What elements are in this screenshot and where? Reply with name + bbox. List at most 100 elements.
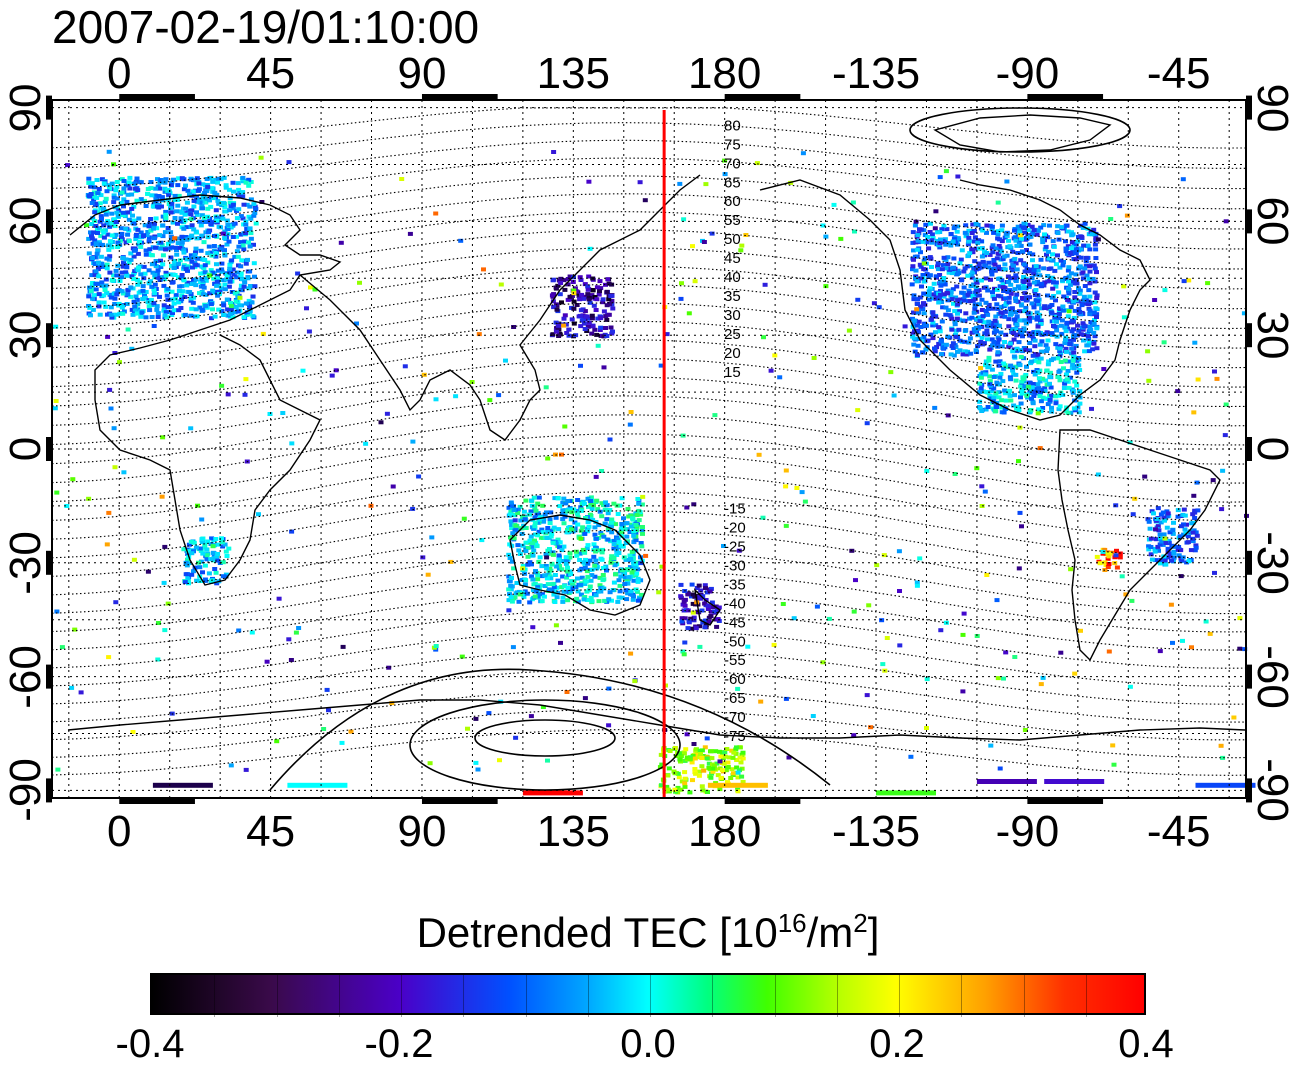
tec-pixel	[539, 592, 545, 597]
tec-pixel	[523, 540, 529, 545]
tec-pixel	[598, 316, 604, 321]
tec-pixel	[183, 183, 188, 188]
tec-pixel	[941, 255, 947, 260]
tec-pixel	[89, 201, 95, 205]
tec-pixel	[1107, 551, 1113, 556]
tec-pixel	[987, 347, 993, 352]
tec-pixel	[622, 527, 628, 532]
tec-pixel	[182, 295, 188, 299]
tec-pixel	[1066, 265, 1072, 270]
tec-pixel	[586, 320, 592, 325]
tec-pixel	[518, 518, 524, 523]
tec-pixel	[1094, 293, 1100, 298]
tec-pixel	[1059, 225, 1065, 230]
tec-pixel	[91, 190, 97, 195]
tec-pixel	[962, 294, 968, 299]
tec-pixel	[216, 542, 222, 547]
tec-pixel	[1078, 312, 1084, 317]
tec-pixel	[1149, 557, 1155, 562]
tec-pixel	[1040, 675, 1046, 680]
tec-pixel	[101, 206, 107, 211]
tec-pixel	[1082, 349, 1088, 354]
tec-pixel	[543, 385, 549, 390]
tec-pixel	[132, 304, 138, 309]
tec-pixel	[529, 562, 534, 567]
tec-pixel	[947, 267, 953, 272]
tec-pixel	[222, 236, 228, 241]
tec-pixel	[176, 193, 182, 198]
tec-pixel	[87, 305, 93, 310]
tec-pixel	[636, 501, 642, 506]
tec-pixel	[1088, 229, 1094, 234]
magnetic-contour	[51, 395, 1247, 465]
tec-pixel	[1065, 411, 1071, 415]
tec-pixel	[565, 282, 571, 287]
tec-pixel	[174, 252, 180, 257]
tec-pixel	[910, 334, 916, 339]
tec-pixel	[970, 250, 976, 255]
tec-pixel	[977, 381, 983, 386]
tec-pixel	[1067, 338, 1073, 343]
tec-pixel	[185, 549, 191, 554]
tec-pixel	[1073, 257, 1079, 262]
tec-pixel	[1049, 331, 1055, 336]
tec-pixel	[969, 275, 975, 280]
tec-pixel	[628, 589, 634, 594]
tec-pixel	[855, 297, 861, 302]
tec-pixel	[977, 325, 983, 330]
tec-pixel	[938, 339, 944, 344]
tec-pixel	[930, 323, 936, 328]
left-lat-tick-label: -60	[1, 644, 50, 709]
tec-pixel	[1074, 383, 1080, 388]
tec-pixel	[587, 558, 593, 563]
tec-pixel	[704, 736, 710, 741]
tec-pixel	[571, 288, 577, 293]
tec-pixel	[581, 597, 587, 602]
tec-pixel	[605, 277, 611, 282]
tec-pixel	[1041, 223, 1047, 228]
tec-pixel	[953, 334, 959, 339]
tec-pixel	[974, 466, 980, 471]
tec-pixel	[88, 192, 94, 196]
tec-pixel	[708, 775, 714, 780]
tec-pixel	[1005, 365, 1011, 370]
tec-pixel	[703, 182, 709, 187]
tec-pixel	[1022, 318, 1028, 323]
tec-pixel	[939, 300, 945, 304]
tec-pixel	[549, 588, 555, 593]
tec-pixel	[506, 574, 512, 579]
tec-pixel	[603, 326, 608, 330]
tec-pixel	[1087, 281, 1093, 286]
tec-pixel	[235, 254, 241, 259]
tec-pixel	[198, 223, 204, 228]
tec-pixel	[979, 308, 985, 312]
tec-pixel	[1091, 341, 1097, 346]
tec-pixel	[617, 589, 623, 594]
bottom-lon-tick-label: 135	[536, 807, 611, 856]
tec-pixel	[998, 310, 1004, 315]
tec-pixel	[1066, 291, 1072, 296]
tec-pixel	[1034, 232, 1040, 237]
tec-pixel	[1033, 358, 1039, 363]
tec-pixel	[138, 244, 144, 249]
tec-pixel	[1168, 602, 1174, 607]
tec-pixel	[973, 221, 979, 226]
tec-pixel	[101, 293, 107, 298]
tec-pixel	[876, 305, 882, 310]
frame-tick-bar	[46, 664, 52, 689]
tec-pixel	[128, 294, 134, 299]
tec-pixel	[740, 750, 746, 755]
tec-pixel	[1114, 548, 1119, 553]
tec-pixel	[929, 232, 935, 237]
tec-pixel	[561, 521, 567, 526]
tec-pixel	[600, 566, 606, 570]
tec-pixel	[126, 217, 132, 222]
tec-pixel	[584, 569, 590, 574]
tec-pixel	[545, 758, 550, 763]
tec-pixel	[1032, 390, 1038, 395]
tec-pixel	[200, 570, 205, 575]
tec-pixel	[606, 297, 612, 302]
tec-pixel	[209, 316, 214, 321]
tec-pixel	[530, 625, 536, 630]
tec-pixel	[119, 234, 124, 239]
